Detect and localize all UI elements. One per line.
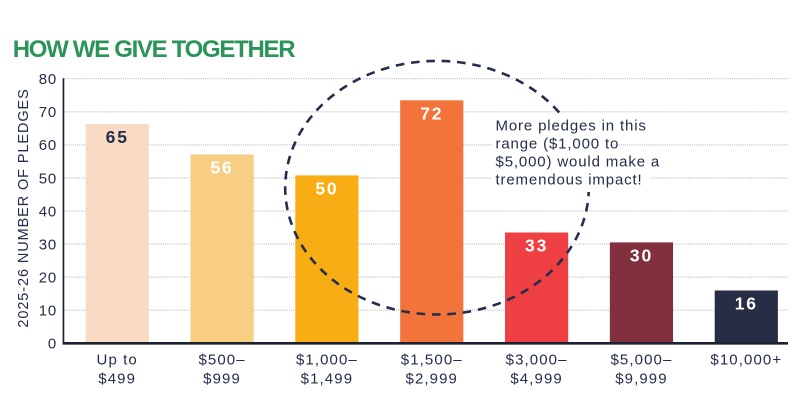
svg-text:2025-26 NUMBER OF PLEDGES: 2025-26 NUMBER OF PLEDGES bbox=[16, 88, 32, 327]
svg-text:10: 10 bbox=[39, 302, 57, 319]
svg-text:65: 65 bbox=[106, 127, 129, 147]
svg-text:70: 70 bbox=[39, 104, 57, 121]
svg-text:20: 20 bbox=[39, 269, 57, 286]
svg-text:$4,999: $4,999 bbox=[510, 370, 562, 387]
svg-text:16: 16 bbox=[735, 294, 758, 314]
svg-text:$499: $499 bbox=[98, 370, 136, 387]
svg-text:80: 80 bbox=[39, 71, 57, 88]
svg-text:0: 0 bbox=[48, 336, 57, 353]
svg-text:$1,499: $1,499 bbox=[301, 370, 353, 387]
svg-text:$5,000–: $5,000– bbox=[610, 351, 672, 368]
svg-text:tremendous impact!: tremendous impact! bbox=[496, 171, 643, 188]
svg-text:33: 33 bbox=[525, 236, 548, 256]
svg-text:56: 56 bbox=[211, 158, 234, 178]
svg-text:60: 60 bbox=[39, 137, 57, 154]
svg-text:$2,999: $2,999 bbox=[406, 370, 458, 387]
svg-text:HOW WE GIVE TOGETHER: HOW WE GIVE TOGETHER bbox=[13, 36, 296, 63]
svg-text:$9,999: $9,999 bbox=[615, 370, 667, 387]
svg-text:$10,000+: $10,000+ bbox=[710, 351, 782, 368]
svg-text:72: 72 bbox=[420, 103, 443, 123]
svg-text:30: 30 bbox=[630, 245, 653, 265]
svg-text:range ($1,000 to: range ($1,000 to bbox=[496, 135, 620, 152]
svg-text:$999: $999 bbox=[203, 370, 241, 387]
svg-text:50: 50 bbox=[315, 178, 338, 198]
svg-text:$1,000–: $1,000– bbox=[296, 351, 358, 368]
svg-text:$3,000–: $3,000– bbox=[506, 351, 568, 368]
svg-text:More pledges in this: More pledges in this bbox=[496, 117, 647, 134]
svg-text:40: 40 bbox=[39, 203, 57, 220]
svg-text:30: 30 bbox=[39, 236, 57, 253]
svg-text:$5,000) would make a: $5,000) would make a bbox=[496, 153, 661, 170]
svg-text:50: 50 bbox=[39, 170, 57, 187]
svg-text:$1,500–: $1,500– bbox=[401, 351, 463, 368]
svg-text:Up to: Up to bbox=[97, 351, 138, 368]
svg-text:$500–: $500– bbox=[198, 351, 245, 368]
